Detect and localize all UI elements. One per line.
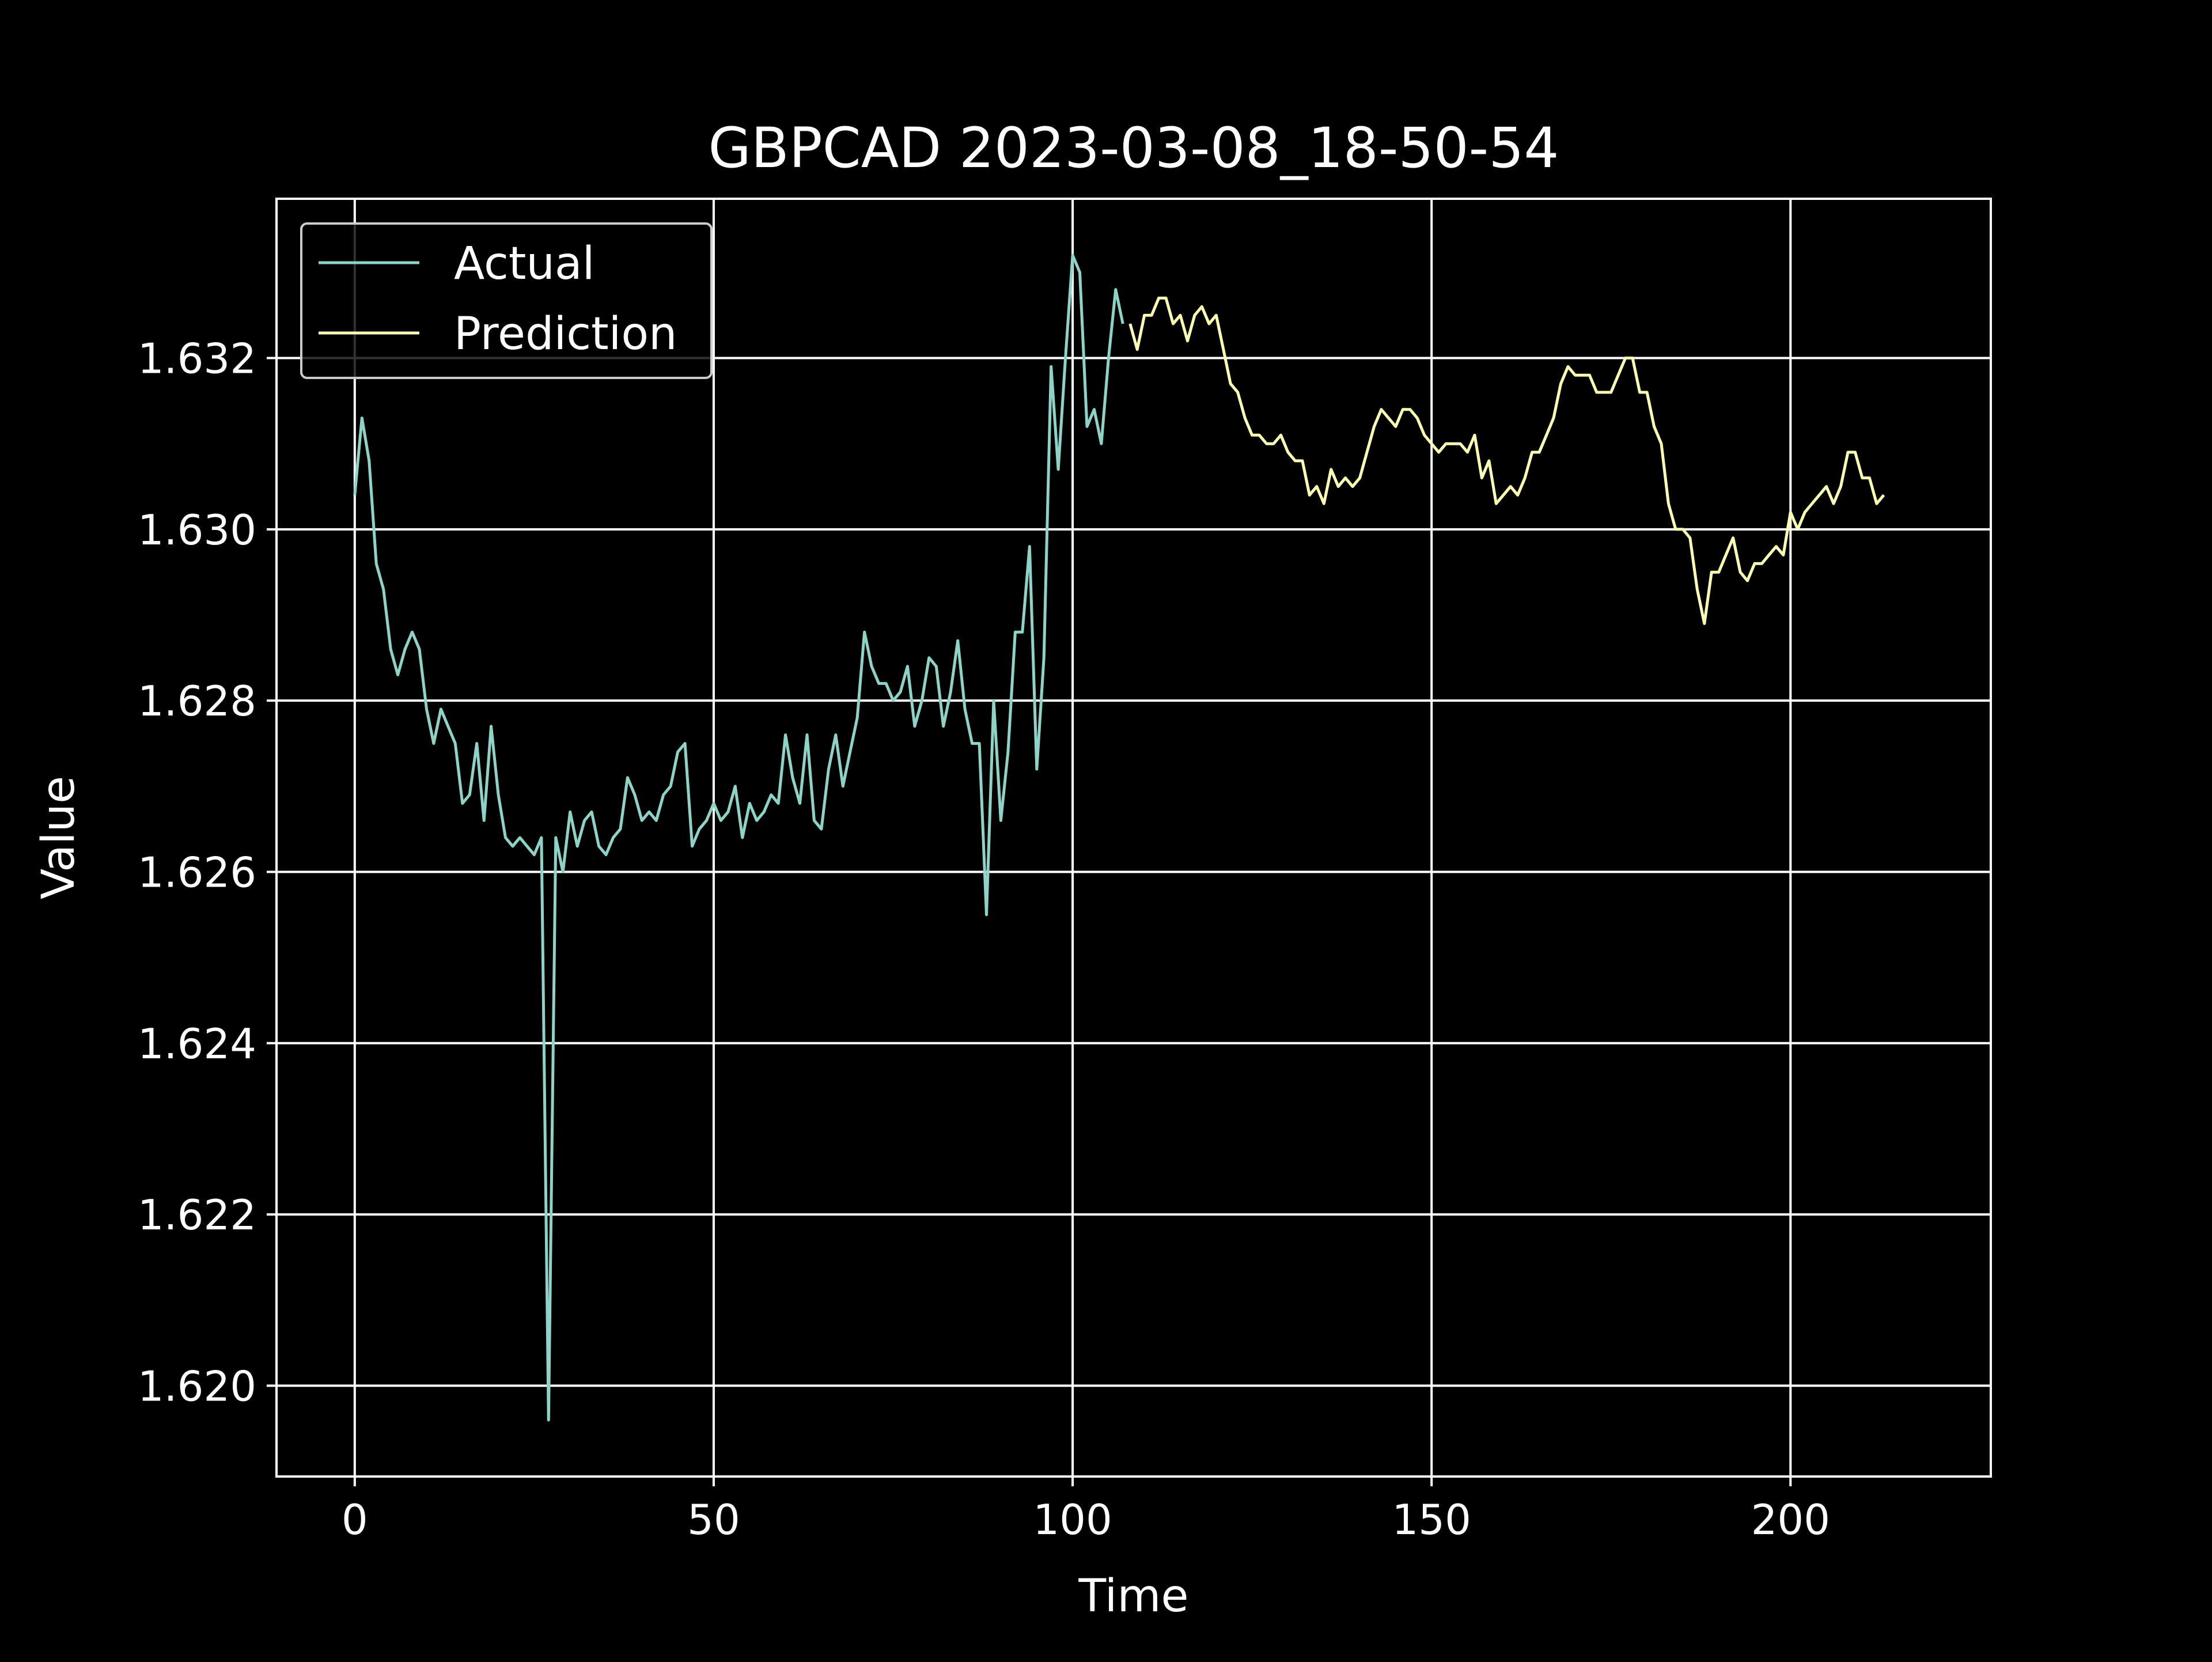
x-tick-label: 150 [1392, 1496, 1471, 1544]
x-tick-label: 50 [687, 1496, 740, 1544]
tick-layer: 0 50 100 150 200 1.620 1.622 1.624 1.626 1.628 1.6… [138, 335, 1830, 1544]
series-layer [353, 253, 1885, 1422]
y-axis-label: Value [33, 776, 85, 899]
legend: Actual Prediction [300, 222, 713, 379]
x-axis-label: Time [1078, 1570, 1189, 1622]
y-tick-label: 1.632 [138, 335, 256, 383]
y-tick-label: 1.620 [138, 1362, 256, 1410]
y-tick-label: 1.628 [138, 677, 256, 725]
y-tick-label: 1.626 [138, 848, 256, 896]
series-line-prediction [1128, 296, 1885, 625]
series-line-actual [353, 253, 1124, 1422]
chart-title: GBPCAD 2023-03-08_18-50-54 [709, 116, 1559, 180]
y-tick-label: 1.630 [138, 506, 256, 554]
legend-label-prediction: Prediction [454, 308, 677, 360]
y-tick-label: 1.622 [138, 1191, 256, 1239]
plot-area-frame [275, 198, 1992, 1478]
legend-label-actual: Actual [454, 238, 594, 290]
y-tick-label: 1.624 [138, 1020, 256, 1068]
x-tick-label: 0 [342, 1496, 368, 1544]
x-tick-label: 200 [1751, 1496, 1830, 1544]
x-tick-label: 100 [1033, 1496, 1112, 1544]
